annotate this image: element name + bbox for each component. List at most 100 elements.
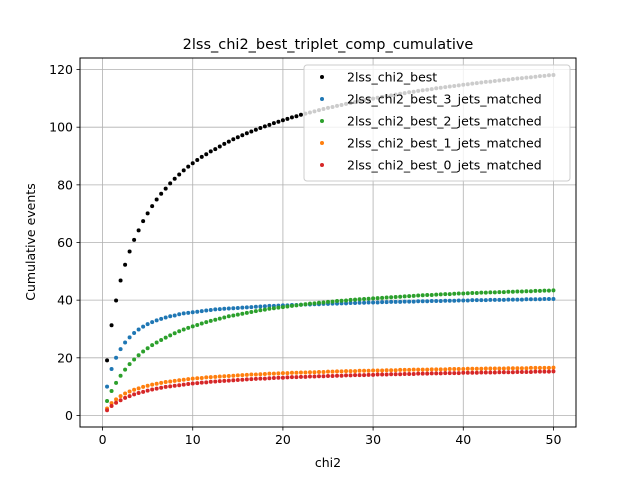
data-point — [213, 317, 218, 322]
data-point — [312, 374, 317, 379]
data-point — [497, 290, 502, 295]
data-point — [483, 366, 488, 371]
x-axis-label: chi2 — [315, 455, 341, 470]
data-point — [199, 321, 204, 326]
data-point — [226, 373, 231, 378]
data-point — [199, 309, 204, 314]
data-point — [528, 365, 533, 370]
data-point — [366, 300, 371, 305]
y-tick-label: 60 — [57, 235, 73, 250]
data-point — [150, 204, 155, 209]
data-point — [172, 313, 177, 318]
data-point — [258, 126, 263, 131]
legend-label: 2lss_chi2_best_2_jets_matched — [347, 114, 542, 129]
data-point — [118, 347, 123, 352]
data-point — [434, 371, 439, 376]
data-point — [253, 376, 258, 381]
data-point — [411, 371, 416, 376]
data-point — [411, 299, 416, 304]
data-point — [204, 152, 209, 157]
data-point — [118, 394, 123, 399]
data-point — [136, 327, 141, 332]
data-point — [492, 290, 497, 295]
data-point — [123, 367, 128, 372]
data-point — [506, 366, 511, 371]
data-point — [335, 299, 340, 304]
data-point — [235, 135, 240, 140]
data-point — [172, 383, 177, 388]
data-point — [163, 335, 168, 340]
data-point — [127, 362, 132, 367]
data-point — [253, 309, 258, 314]
data-point — [271, 371, 276, 376]
chart-title: 2lss_chi2_best_triplet_comp_cumulative — [183, 37, 474, 53]
data-point — [380, 372, 385, 377]
data-point — [366, 368, 371, 373]
data-point — [483, 298, 488, 303]
data-point — [447, 367, 452, 372]
data-point — [316, 300, 321, 305]
data-point — [524, 366, 529, 371]
data-point — [172, 378, 177, 383]
data-point — [366, 372, 371, 377]
data-point — [456, 367, 461, 372]
data-point — [186, 310, 191, 315]
data-point — [285, 371, 290, 376]
data-point — [380, 295, 385, 300]
data-point — [380, 368, 385, 373]
data-point — [389, 368, 394, 373]
data-point — [398, 299, 403, 304]
data-point — [240, 311, 245, 316]
data-point — [244, 377, 249, 382]
data-point — [425, 367, 430, 372]
data-point — [159, 191, 164, 196]
data-point — [154, 381, 159, 386]
data-point — [330, 369, 335, 374]
data-point — [276, 371, 281, 376]
data-point — [181, 168, 186, 173]
data-point — [141, 384, 146, 389]
data-point — [231, 313, 236, 318]
data-point — [393, 368, 398, 373]
data-point — [307, 370, 312, 375]
legend-marker — [320, 97, 324, 101]
y-tick-label: 0 — [65, 408, 73, 423]
data-point — [362, 368, 367, 373]
data-point — [280, 118, 285, 123]
data-point — [244, 305, 249, 310]
data-point — [510, 366, 515, 371]
data-point — [447, 371, 452, 376]
data-point — [443, 371, 448, 376]
data-point — [303, 370, 308, 375]
data-point — [150, 387, 155, 392]
data-point — [177, 329, 182, 334]
data-point — [154, 340, 159, 345]
data-point — [416, 293, 421, 298]
data-point — [154, 386, 159, 391]
data-point — [208, 379, 213, 384]
data-point — [326, 299, 330, 304]
data-point — [222, 141, 227, 146]
data-point — [420, 299, 425, 304]
data-point — [114, 298, 119, 303]
data-point — [150, 382, 155, 387]
data-point — [393, 372, 398, 377]
data-point — [118, 278, 123, 283]
data-point — [235, 373, 240, 378]
data-point — [353, 301, 358, 306]
data-point — [145, 388, 150, 393]
legend-label: 2lss_chi2_best_1_jets_matched — [347, 136, 542, 151]
data-point — [348, 297, 353, 302]
data-point — [416, 371, 421, 376]
data-point — [235, 312, 240, 317]
data-point — [335, 369, 340, 374]
data-point — [136, 353, 141, 358]
data-point — [447, 298, 452, 303]
data-point — [244, 310, 249, 315]
data-point — [429, 299, 434, 304]
data-point — [429, 367, 434, 372]
data-point — [114, 400, 119, 405]
data-point — [474, 370, 479, 375]
legend: 2lss_chi2_best 2lss_chi2_best_3_jets_matc… — [303, 64, 571, 182]
